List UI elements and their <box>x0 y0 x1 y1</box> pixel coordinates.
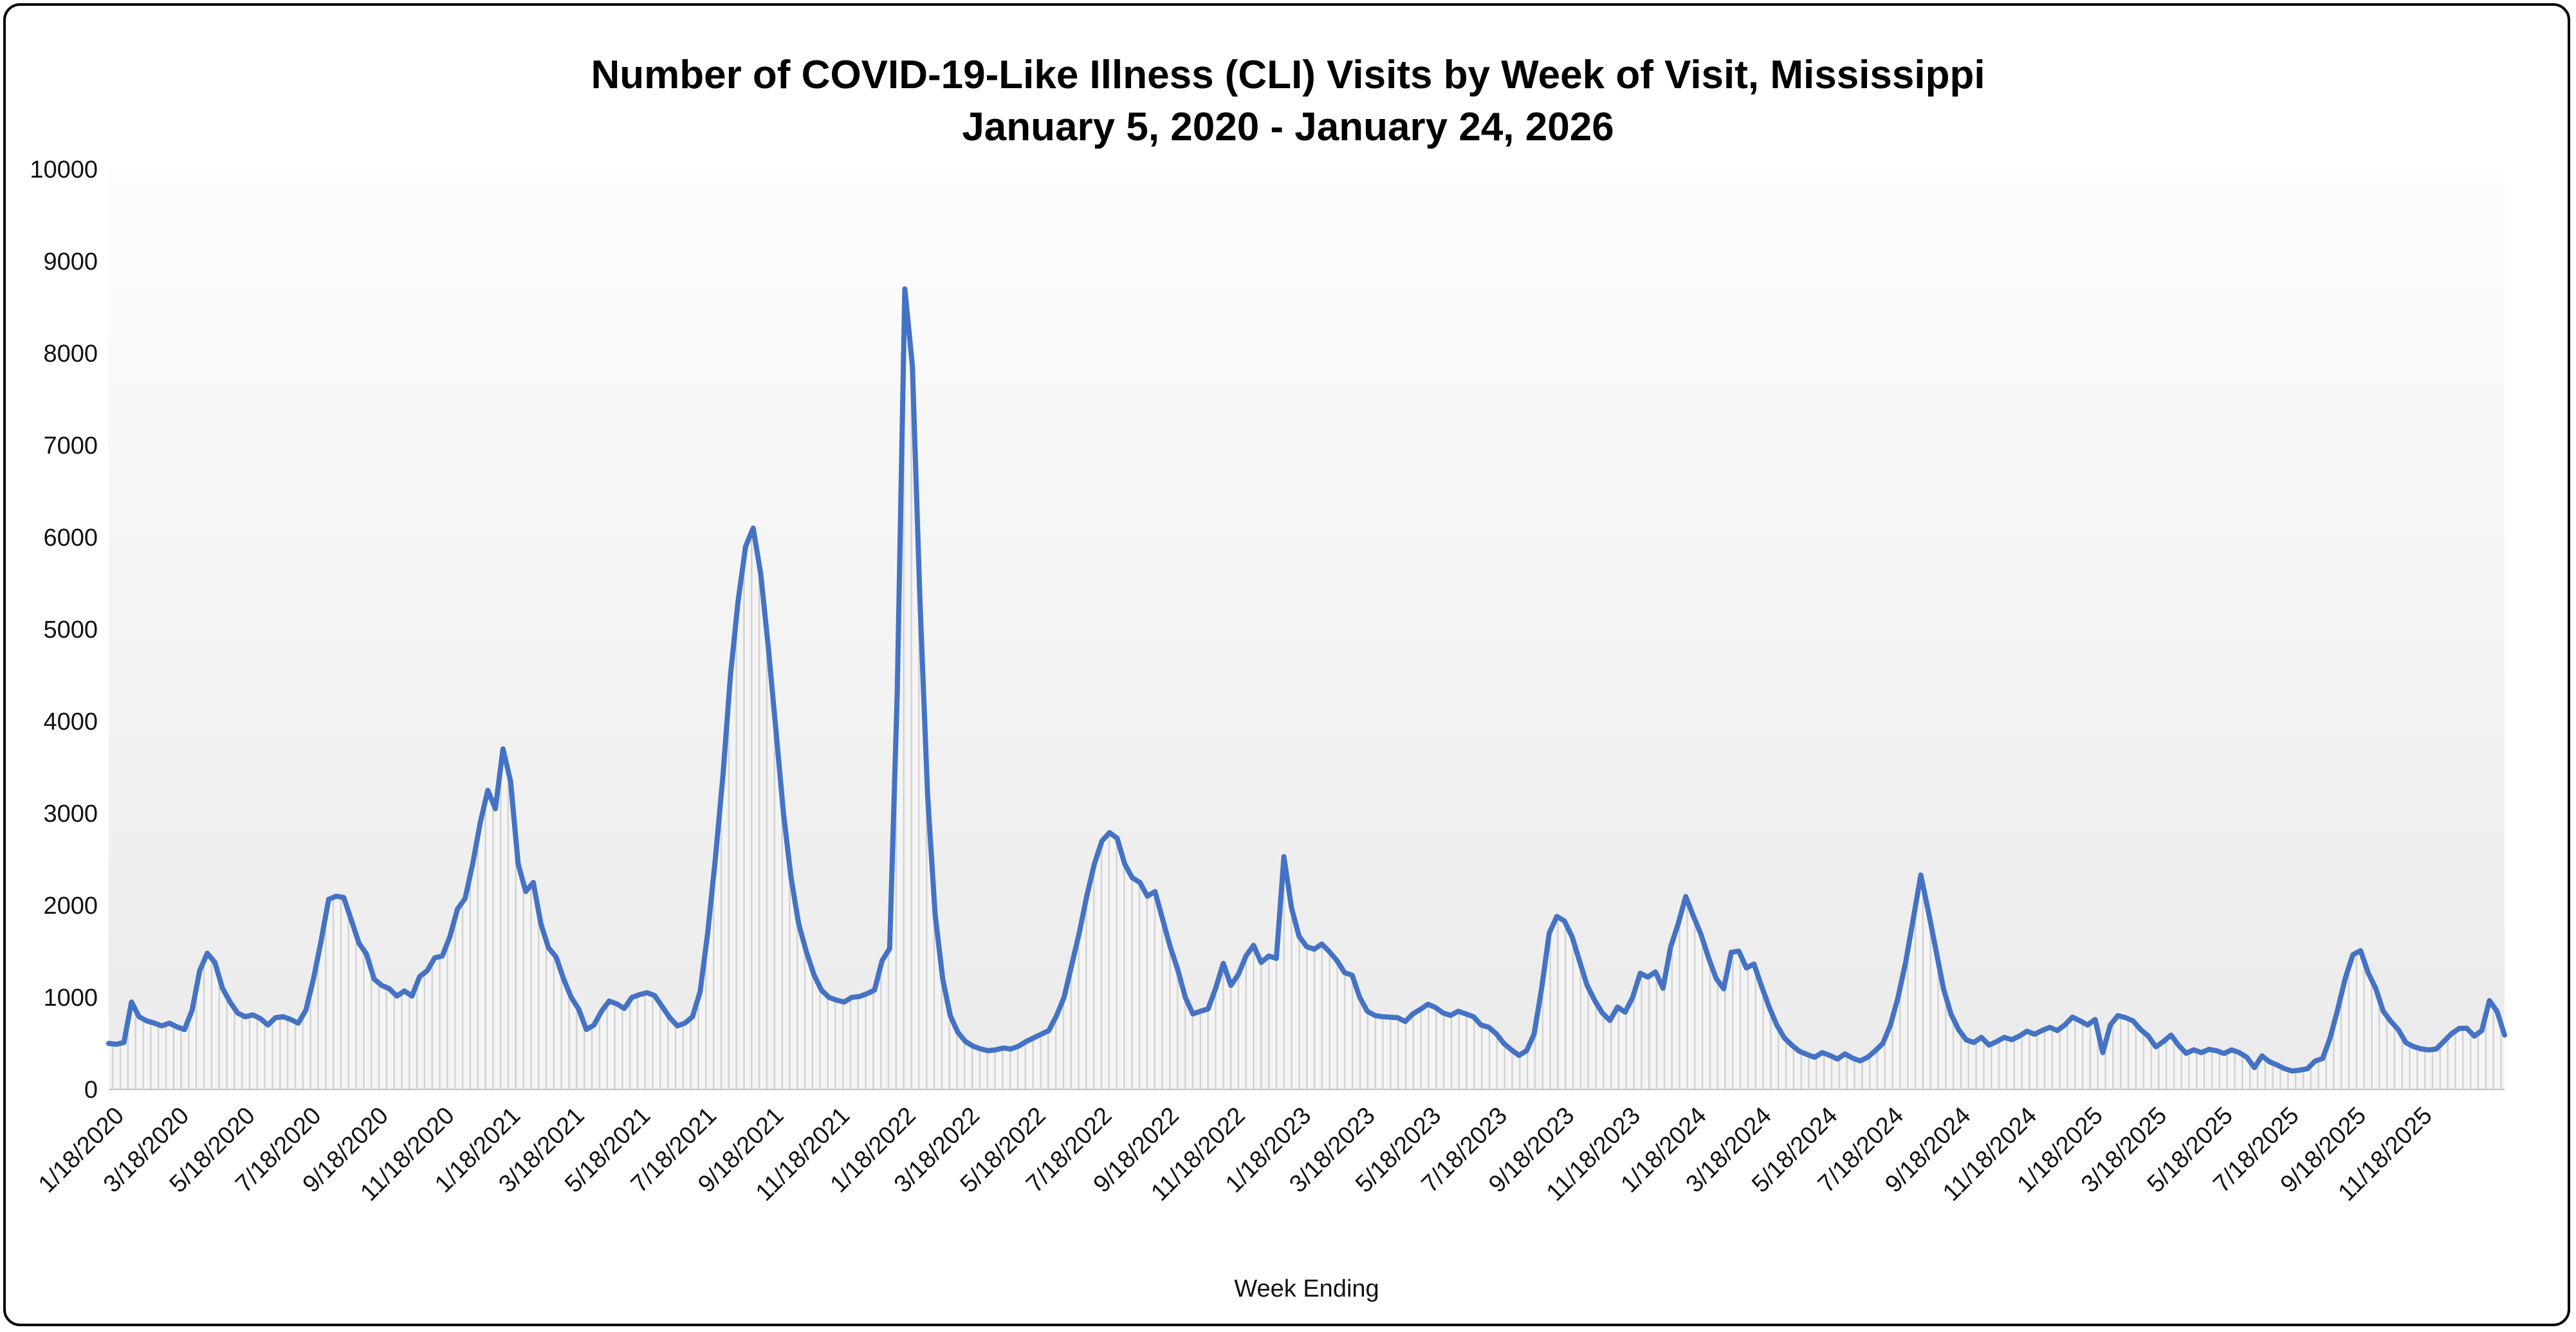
under-curve-drop-lines <box>109 288 2505 1089</box>
y-tick-label: 8000 <box>43 340 98 367</box>
y-tick-label: 4000 <box>43 708 98 735</box>
y-tick-label: 9000 <box>43 248 98 275</box>
y-tick-label: 1000 <box>43 985 98 1012</box>
y-tick-label: 2000 <box>43 893 98 920</box>
y-tick-label: 10000 <box>30 156 98 183</box>
y-tick-label: 6000 <box>43 524 98 551</box>
cli-series-line <box>106 286 2507 1074</box>
y-tick-label: 0 <box>84 1077 98 1104</box>
x-axis-title: Week Ending <box>1234 1275 1379 1302</box>
chart-title-line1: Number of COVID-19-Like Illness (CLI) Vi… <box>591 53 1985 97</box>
x-axis-tick-labels: 1/18/20203/18/20205/18/20207/18/20209/18… <box>33 1102 2438 1207</box>
chart-title-line2: January 5, 2020 - January 24, 2026 <box>962 105 1614 149</box>
y-tick-label: 5000 <box>43 616 98 643</box>
y-tick-label: 3000 <box>43 800 98 828</box>
y-tick-label: 7000 <box>43 432 98 459</box>
y-axis-tick-labels: 0 1000 2000 3000 4000 5000 6000 7000 8000 9000 100… <box>30 156 98 1104</box>
